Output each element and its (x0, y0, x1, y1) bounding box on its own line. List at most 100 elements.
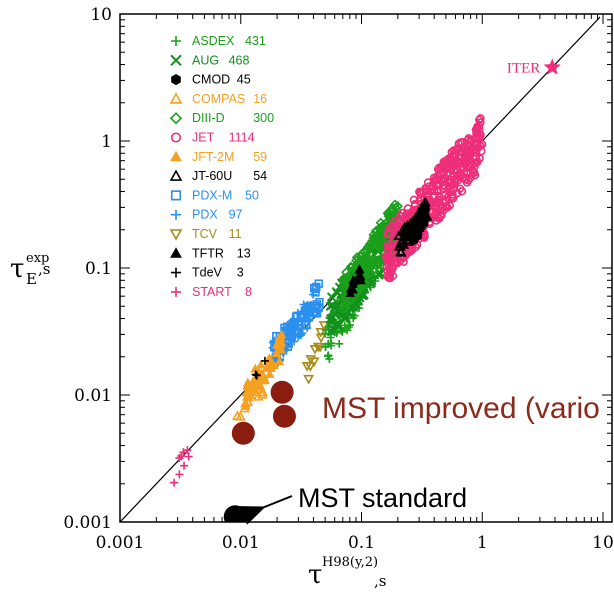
marker (409, 195, 419, 205)
marker (183, 446, 192, 455)
marker (301, 361, 313, 372)
legend-series-name: DIII-D (192, 111, 225, 125)
marker (307, 301, 316, 310)
legend-series-name: TdeV (192, 266, 223, 280)
marker (355, 271, 366, 281)
legend-series-count: 45 (237, 73, 251, 87)
legend-item-pdx: PDX 97 (171, 208, 243, 222)
marker (265, 363, 275, 373)
marker (475, 134, 484, 143)
legend-series-count: 11 (229, 227, 242, 241)
marker (365, 257, 377, 268)
legend-item-jft-2m: JFT-2M 59 (170, 150, 267, 164)
x-tick-label: 0.01 (222, 533, 260, 553)
marker (430, 187, 439, 196)
legend-item-asdex: ASDEX 431 (171, 34, 266, 48)
marker (464, 154, 473, 163)
marker (175, 454, 184, 463)
legend-series-name: COMPAS (192, 92, 245, 106)
marker (180, 461, 189, 470)
marker (335, 339, 344, 348)
marker (305, 355, 317, 365)
marker (290, 337, 299, 346)
legend-series-name: JFT-2M (192, 150, 234, 164)
legend-item-tdev: TdeV 3 (171, 266, 244, 280)
marker (362, 241, 374, 253)
legend-series-name: CMOD (192, 73, 230, 87)
y-tick-label: 0.01 (74, 386, 112, 406)
marker (366, 278, 377, 288)
marker (244, 386, 255, 396)
marker (397, 252, 407, 262)
data-points (170, 114, 487, 487)
marker (477, 147, 486, 156)
series-tdev (251, 356, 269, 380)
series-tftr (345, 264, 366, 297)
marker (276, 344, 287, 354)
marker (312, 309, 321, 318)
marker (324, 351, 333, 360)
x-tick-label: 0.001 (96, 533, 145, 553)
marker (293, 324, 302, 333)
marker (283, 331, 292, 340)
marker (303, 374, 315, 385)
marker (297, 317, 306, 326)
marker (464, 162, 473, 171)
marker (338, 303, 349, 315)
legend: ASDEX 431 AUG 468 CMOD 45 COMPAS 16 DIII-D 300 JET… (169, 34, 274, 299)
axis-tick-labels: 0.001 0.01 0.1 1 10 0.001 0.01 0.1 1 10 (63, 5, 613, 553)
marker (448, 194, 457, 203)
marker (387, 223, 397, 232)
marker (170, 247, 182, 258)
marker (170, 150, 182, 162)
marker (434, 196, 443, 205)
x-tick-label: 0.1 (348, 533, 375, 553)
marker (457, 171, 466, 180)
mst-improved-point (270, 380, 294, 404)
mst-points (223, 380, 296, 522)
marker (438, 206, 448, 215)
marker (326, 327, 337, 337)
legend-item-jet: JET 1114 (170, 131, 255, 145)
legend-series-count: 300 (253, 111, 274, 125)
marker (402, 220, 413, 230)
legend-series-count: 1114 (229, 131, 255, 145)
marker (447, 155, 456, 164)
legend-series-count: 8 (245, 285, 252, 299)
marker (410, 234, 419, 244)
mst-standard-point (223, 505, 247, 522)
marker (340, 281, 352, 292)
x-axis-label: τ H98(y,2) ,s (308, 555, 386, 590)
legend-series-name: PDX (192, 208, 218, 222)
x-tick-label: 1 (477, 533, 488, 553)
marker (439, 168, 449, 177)
marker (169, 112, 183, 125)
marker (309, 345, 321, 355)
marker (289, 320, 298, 329)
legend-series-name: PDX-M (192, 188, 232, 202)
legend-series-name: ASDEX (192, 34, 235, 48)
marker (370, 225, 382, 237)
series-jft-2m (240, 329, 287, 410)
y-axis-symbol: τ (10, 254, 24, 284)
marker (169, 92, 183, 104)
y-axis-label: τ exp E ,s (10, 251, 50, 288)
marker (309, 283, 319, 293)
mst-improved-point (272, 404, 296, 428)
marker (170, 54, 182, 67)
marker (399, 257, 408, 267)
marker (170, 190, 182, 201)
marker (287, 326, 296, 335)
marker (326, 292, 337, 302)
legend-series-count: 13 (237, 246, 251, 260)
legend-item-compas: COMPAS 16 (169, 92, 267, 106)
marker (422, 184, 431, 193)
marker (306, 302, 315, 311)
iter-marker (543, 58, 561, 75)
marker (364, 268, 375, 279)
marker (330, 301, 341, 312)
marker (369, 236, 380, 247)
marker (388, 265, 397, 274)
marker (395, 246, 407, 257)
axis-ticks (119, 13, 612, 523)
